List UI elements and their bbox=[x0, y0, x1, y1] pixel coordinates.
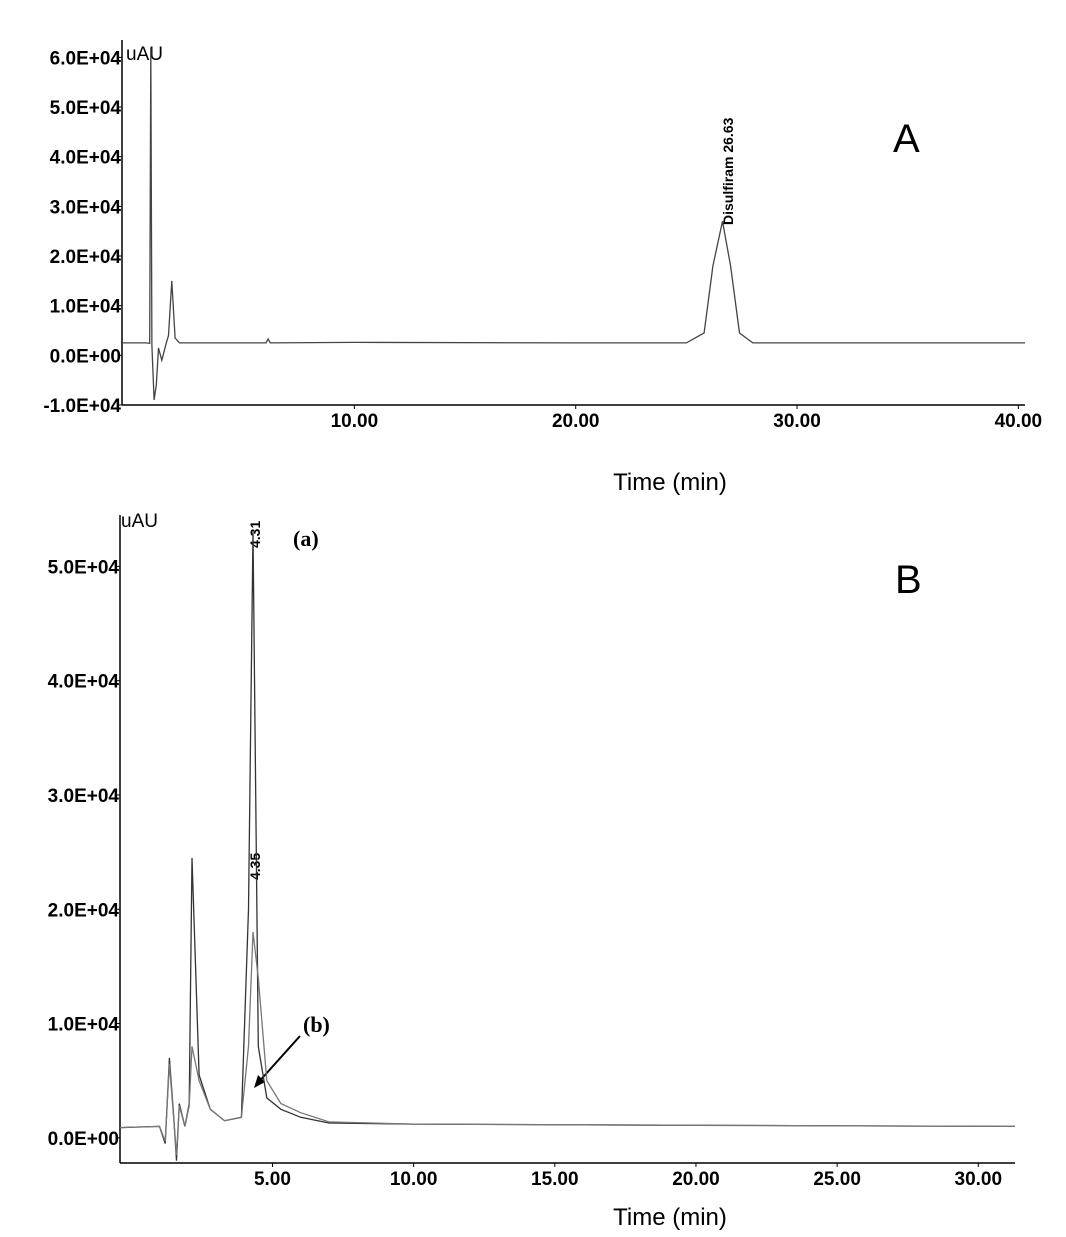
y-tick-label: 3.0E+04 bbox=[50, 197, 122, 218]
y-tick-label: 4.0E+04 bbox=[48, 672, 120, 693]
y-tick-label: 1.0E+04 bbox=[48, 1015, 120, 1036]
y-tick-label: 2.0E+04 bbox=[50, 247, 122, 268]
series-label: (b) bbox=[303, 1012, 330, 1037]
x-tick-label: 30.00 bbox=[773, 411, 821, 432]
trace bbox=[122, 47, 1025, 401]
x-tick-label: 20.00 bbox=[672, 1169, 720, 1190]
x-tick-label: 40.00 bbox=[995, 411, 1043, 432]
y-tick-label: 0.0E+00 bbox=[48, 1129, 119, 1150]
panel-label: A bbox=[893, 117, 920, 161]
arrow-head bbox=[254, 1075, 265, 1088]
arrow bbox=[255, 1035, 301, 1086]
x-tick-label: 10.00 bbox=[390, 1169, 438, 1190]
y-tick-label: 3.0E+04 bbox=[48, 786, 120, 807]
y-tick-label: -1.0E+04 bbox=[43, 396, 121, 417]
peak-annotation: 4.35 bbox=[247, 853, 263, 880]
y-tick-label: 0.0E+00 bbox=[50, 346, 121, 367]
x-tick-label: 30.00 bbox=[955, 1169, 1003, 1190]
y-tick-label: 1.0E+04 bbox=[50, 297, 122, 318]
x-axis-label: Time (min) bbox=[613, 1204, 727, 1231]
y-tick-label: 6.0E+04 bbox=[50, 48, 122, 69]
x-tick-label: 25.00 bbox=[813, 1169, 861, 1190]
x-tick-label: 10.00 bbox=[331, 411, 379, 432]
y-unit: uAU bbox=[126, 44, 163, 65]
y-unit: uAU bbox=[121, 511, 158, 532]
x-tick-label: 20.00 bbox=[552, 411, 600, 432]
trace bbox=[119, 532, 1016, 1161]
x-tick-label: 5.00 bbox=[254, 1169, 291, 1190]
x-axis-label: Time (min) bbox=[613, 469, 727, 496]
y-tick-label: 4.0E+04 bbox=[50, 148, 122, 169]
peak-annotation: Disulfiram 26.63 bbox=[720, 117, 736, 225]
y-tick-label: 5.0E+04 bbox=[48, 557, 120, 578]
x-tick-label: 15.00 bbox=[531, 1169, 579, 1190]
series-label: (a) bbox=[293, 526, 319, 551]
peak-annotation: 4.31 bbox=[247, 521, 263, 548]
y-tick-label: 5.0E+04 bbox=[50, 98, 122, 119]
y-tick-label: 2.0E+04 bbox=[48, 900, 120, 921]
panel-label: B bbox=[895, 558, 922, 602]
trace bbox=[119, 932, 1016, 1156]
